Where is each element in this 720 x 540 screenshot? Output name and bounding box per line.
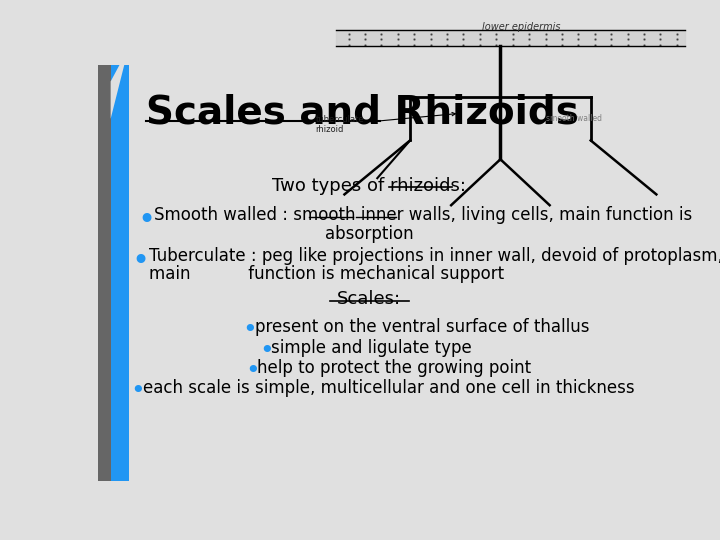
Text: main           function is mechanical support: main function is mechanical support (148, 265, 504, 283)
Polygon shape (111, 48, 128, 119)
Text: simple and ligulate type: simple and ligulate type (271, 339, 472, 357)
Text: present on the ventral surface of thallus: present on the ventral surface of thallu… (255, 319, 589, 336)
Text: •: • (138, 206, 156, 235)
Text: smooth walled: smooth walled (546, 114, 602, 123)
Text: lower epidermis: lower epidermis (482, 22, 560, 32)
Text: •: • (132, 247, 150, 276)
Text: Scales and Rhizoids: Scales and Rhizoids (145, 94, 579, 132)
Text: •: • (131, 379, 145, 403)
Text: absorption: absorption (325, 225, 413, 243)
Text: •: • (243, 319, 257, 342)
Text: •: • (245, 359, 260, 383)
FancyBboxPatch shape (111, 57, 128, 489)
Text: •: • (259, 339, 274, 363)
FancyBboxPatch shape (99, 57, 111, 489)
Text: help to protect the growing point: help to protect the growing point (258, 359, 531, 377)
Text: each scale is simple, multicellular and one cell in thickness: each scale is simple, multicellular and … (143, 379, 634, 397)
Text: Tuberculate : peg like projections in inner wall, devoid of protoplasm,: Tuberculate : peg like projections in in… (148, 247, 720, 265)
Text: tuberculate
rhizoid: tuberculate rhizoid (315, 112, 455, 134)
Text: Two types of rhizoids:: Two types of rhizoids: (272, 177, 466, 195)
Text: Scales:: Scales: (337, 290, 401, 308)
Text: Smooth walled : smooth inner walls, living cells, main function is: Smooth walled : smooth inner walls, livi… (154, 206, 693, 224)
